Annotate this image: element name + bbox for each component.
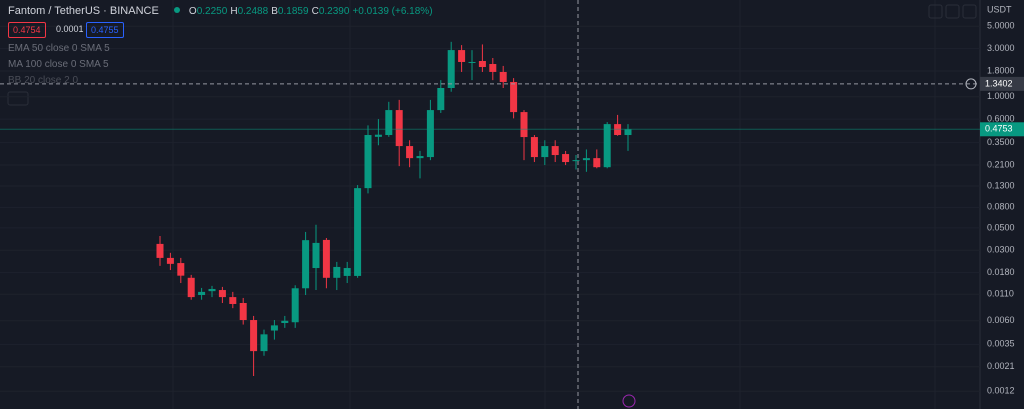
- candle-body: [218, 290, 226, 298]
- candle-body: [177, 263, 185, 276]
- candle-body: [510, 81, 518, 113]
- y-tick-label: 1.0000: [987, 91, 1015, 101]
- candle-body: [250, 320, 258, 352]
- candle-body: [281, 320, 289, 324]
- candle-body: [624, 129, 632, 136]
- y-tick-label: 0.0500: [987, 222, 1015, 232]
- candle-body: [489, 64, 497, 72]
- ohlc-h: H: [230, 6, 238, 17]
- ohlc-c-value: 0.2390: [318, 6, 350, 17]
- candle-body: [520, 112, 528, 138]
- candle-body: [447, 50, 455, 89]
- y-tick-label: 0.0060: [987, 315, 1015, 325]
- ohlc-change: +0.0139 (+6.18%): [352, 6, 433, 17]
- candle-body: [166, 257, 174, 264]
- btn-up[interactable]: [945, 4, 960, 19]
- candle-body: [239, 303, 247, 321]
- indicator: EMA 50 close 0 SMA 5: [8, 43, 110, 54]
- candle-body: [270, 325, 278, 331]
- ohlc-l: B: [271, 6, 278, 17]
- candle-body: [229, 297, 237, 304]
- candle-body: [426, 110, 434, 158]
- vertical-grid: [172, 0, 936, 409]
- y-tick-label: 0.0035: [987, 339, 1015, 349]
- collapse-btn[interactable]: [7, 91, 29, 106]
- symbol: Fantom / TetherUS · BINANCE: [8, 5, 159, 17]
- candle-body: [416, 156, 424, 159]
- events-icon[interactable]: [622, 394, 636, 408]
- candle-body: [541, 146, 549, 158]
- status-dot: [173, 7, 180, 13]
- candle-body: [562, 154, 570, 163]
- y-tick-label: 1.8000: [987, 65, 1015, 75]
- candle-body: [208, 288, 216, 292]
- y-tick-label: 0.0800: [987, 202, 1015, 212]
- toolbar: [928, 4, 977, 19]
- candle-body: [468, 61, 476, 63]
- ohlc-l-value: 0.1859: [277, 6, 309, 17]
- currency: USDT: [987, 4, 1012, 14]
- y-tick-label: 3.0000: [987, 43, 1015, 53]
- candle-body: [374, 134, 382, 137]
- candle-body: [260, 334, 268, 352]
- candle-body: [187, 277, 195, 298]
- sell-price[interactable]: 0.4754: [8, 22, 46, 38]
- y-tick-label: 0.0021: [987, 361, 1015, 371]
- candle-body: [343, 268, 351, 276]
- candle-body: [364, 135, 372, 189]
- crosshair-tag: [980, 76, 1024, 91]
- candle-body: [478, 61, 486, 68]
- candle-body: [530, 137, 538, 158]
- last-price-tag: [980, 122, 1024, 137]
- candle-body: [302, 240, 310, 289]
- y-tick-label: 0.0012: [987, 386, 1015, 396]
- candle-body: [458, 50, 466, 62]
- candle-body: [499, 71, 507, 82]
- indicator: BB 20 close 2 0: [8, 75, 79, 86]
- indicator: MA 100 close 0 SMA 5: [8, 59, 109, 70]
- candle-body: [291, 288, 299, 323]
- crosshair-label: 1.3402: [985, 78, 1013, 88]
- ohlc-h-value: 0.2488: [237, 6, 269, 17]
- add-alert-btn[interactable]: [965, 78, 977, 90]
- btn-down[interactable]: [928, 4, 943, 19]
- last-price-label: 0.4753: [985, 124, 1013, 134]
- candle-body: [312, 242, 320, 269]
- candle-body: [572, 160, 580, 162]
- y-tick-label: 5.0000: [987, 21, 1015, 31]
- candle-body: [603, 124, 611, 168]
- buy-price[interactable]: 0.4755: [86, 22, 124, 38]
- candle-body: [437, 88, 445, 111]
- candle-body: [385, 110, 393, 136]
- candle-body: [156, 243, 164, 258]
- candle-body: [198, 291, 206, 296]
- y-tick-label: 0.6000: [987, 113, 1015, 123]
- candle-body: [582, 158, 590, 161]
- y-tick-label: 0.3500: [987, 137, 1015, 147]
- btn-fullscreen[interactable]: [962, 4, 977, 19]
- ohlc-o-value: 0.2250: [196, 6, 228, 17]
- candle-body: [354, 188, 362, 276]
- ohlc-o: O: [188, 6, 197, 17]
- spread: 0.0001: [56, 24, 84, 34]
- candle-body: [551, 146, 559, 156]
- candle-body: [593, 158, 601, 168]
- y-tick-label: 0.0110: [987, 289, 1014, 299]
- y-tick-label: 0.0300: [987, 245, 1015, 255]
- candle-body: [395, 110, 403, 147]
- y-tick-label: 0.1300: [987, 180, 1015, 190]
- header: Fantom / TetherUS · BINANCE O0.2250 H0.2…: [8, 5, 433, 17]
- ohlc-c: C: [311, 6, 319, 17]
- y-tick-label: 0.2100: [987, 159, 1015, 169]
- candle-body: [322, 239, 330, 278]
- candle-body: [406, 146, 414, 159]
- y-tick-label: 0.0180: [987, 267, 1015, 277]
- candle-body: [333, 266, 341, 278]
